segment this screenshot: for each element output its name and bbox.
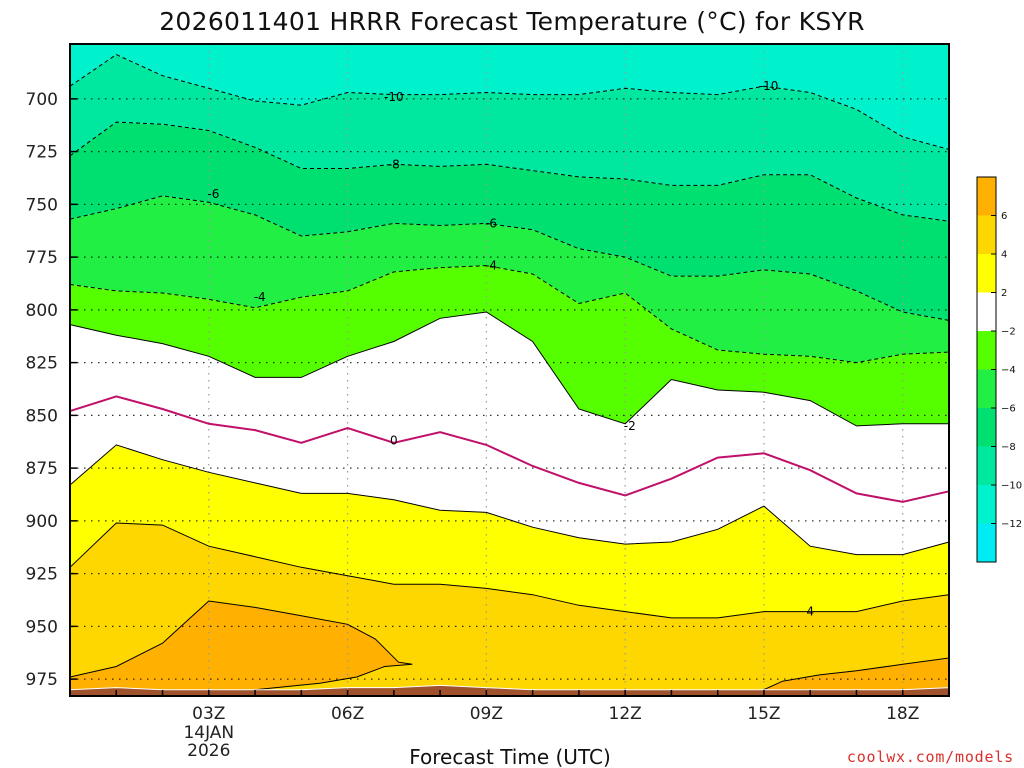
colorbar-label-7: −10	[1001, 481, 1022, 492]
y-tick-label-975: 975	[26, 670, 58, 690]
band-minus-6-to-minus-4	[70, 195, 949, 363]
y-tick-label-875: 875	[26, 459, 58, 479]
y-axis: 700 725 750 775 800 825 850 875 900 925 950 975	[26, 90, 77, 690]
x-date-label-year: 2026	[187, 741, 230, 761]
contour-label-7: -2	[624, 419, 636, 433]
isotherm-4	[69, 522, 950, 619]
band-minus-4-to-minus-2	[70, 265, 949, 426]
contour-label-8: 0	[390, 434, 398, 448]
contour-label-4: -6	[485, 216, 497, 230]
colorbar-label-3: −2	[1001, 327, 1016, 338]
isotherm-minus-2	[69, 311, 949, 427]
plot-overlay: -10 -10 -8 -6 -6 -4 -4 -2 0 4	[69, 44, 950, 696]
y-tick-label-750: 750	[26, 195, 58, 215]
contour-label-9: 4	[806, 605, 814, 619]
colorbar-swatch-3	[977, 292, 996, 331]
y-tick-label-850: 850	[26, 406, 58, 426]
contour-label-1: -10	[759, 79, 779, 93]
isotherm-minus-6	[69, 195, 950, 321]
colorbar-swatch-4	[977, 331, 996, 370]
ground-surface	[70, 684, 949, 696]
colorbar-label-4: −4	[1001, 365, 1016, 376]
y-tick-label-950: 950	[26, 617, 58, 637]
band-minus-8-to-minus-6	[70, 122, 949, 321]
x-tick-label-12Z: 12Z	[609, 704, 642, 724]
contour-label-3: -6	[207, 187, 219, 201]
colorbar-swatch-7	[977, 446, 996, 485]
isotherm-minus-10	[69, 54, 950, 150]
y-tick-label-700: 700	[26, 90, 58, 110]
colorbar-label-1: 4	[1001, 250, 1007, 261]
y-tick-label-725: 725	[26, 143, 58, 163]
colorbar-swatch-8	[977, 485, 996, 524]
contour-label-5: -4	[254, 290, 266, 304]
isotherm-2	[69, 444, 950, 556]
colorbar-label-2: 2	[1001, 288, 1007, 299]
colorbar-label-5: −6	[1001, 404, 1016, 415]
colorbar-swatch-2	[977, 254, 996, 293]
colorbar-swatch-9	[977, 523, 996, 562]
y-tick-label-925: 925	[26, 565, 58, 585]
colorbar-swatch-0	[977, 177, 996, 216]
contour-label-0: -10	[384, 90, 404, 104]
y-tick-label-800: 800	[26, 301, 58, 321]
x-tick-label-06Z: 06Z	[331, 704, 364, 724]
band-minus-10-to-minus-8	[70, 54, 949, 222]
contour-label-6: -4	[485, 259, 497, 273]
credit-link[interactable]: coolwx.com/models	[847, 748, 1014, 766]
y-tick-label-900: 900	[26, 512, 58, 532]
contour-label-2: -8	[388, 157, 400, 171]
colorbar-swatch-5	[977, 369, 996, 408]
band-2-to-4	[70, 444, 949, 618]
plot-area	[70, 44, 949, 696]
x-tick-label-09Z: 09Z	[470, 704, 503, 724]
band-minus-2-to-2	[70, 312, 949, 555]
x-tick-label-18Z: 18Z	[886, 704, 919, 724]
plot-frame	[69, 43, 950, 697]
y-tick-label-775: 775	[26, 248, 58, 268]
x-date-label-day: 14JAN	[183, 723, 234, 743]
colorbar-swatch-6	[977, 408, 996, 447]
colorbar-legend: 6 4 2 −2 −4 −6 −8 −10 −12	[976, 176, 1022, 563]
colorbar-label-8: −12	[1001, 519, 1022, 530]
colorbar-label-0: 6	[1001, 211, 1007, 222]
x-tick-label-15Z: 15Z	[747, 704, 780, 724]
isotherm-minus-4	[69, 265, 950, 364]
x-axis-title: Forecast Time (UTC)	[409, 745, 611, 768]
isotherm-0	[69, 395, 950, 503]
chart-title: 2026011401 HRRR Forecast Temperature (°C…	[159, 7, 865, 36]
band-below-minus-10	[70, 44, 949, 150]
y-tick-label-825: 825	[26, 354, 58, 374]
colorbar-swatch-1	[977, 215, 996, 254]
x-tick-label-03Z: 03Z	[192, 704, 225, 724]
colorbar-label-6: −8	[1001, 442, 1016, 453]
